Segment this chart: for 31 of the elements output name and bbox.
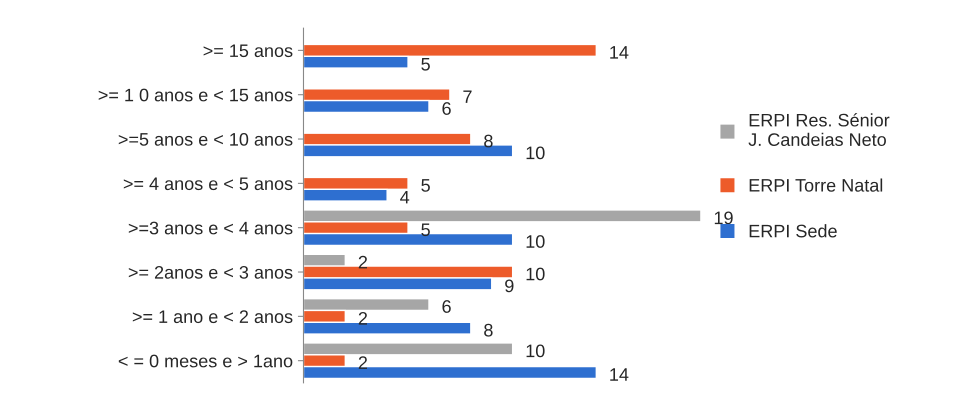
data-label: 10 bbox=[526, 268, 545, 280]
data-label: 14 bbox=[610, 368, 628, 381]
data-label: 8 bbox=[484, 134, 493, 148]
y-tick-label: >= 4 anos e < 5 anos bbox=[124, 177, 292, 190]
data-label: 6 bbox=[442, 300, 451, 313]
data-label: 10 bbox=[526, 344, 545, 358]
data-label: 9 bbox=[505, 279, 514, 292]
data-label: 14 bbox=[610, 46, 628, 59]
data-label: 4 bbox=[400, 190, 410, 204]
data-label: 10 bbox=[526, 235, 545, 248]
data-label: 10 bbox=[526, 146, 545, 160]
y-tick-label: >= 2anos e < 3 anos bbox=[128, 266, 292, 279]
data-label: 2 bbox=[358, 312, 368, 325]
legend-label: ERPI Res. Sénior J. Candeias Neto bbox=[748, 113, 890, 146]
legend-label: ERPI Torre Natal bbox=[750, 178, 882, 192]
data-label: 19 bbox=[714, 211, 733, 224]
y-tick-label: >= 15 anos bbox=[204, 44, 292, 58]
data-label: 8 bbox=[484, 324, 493, 337]
data-label: 2 bbox=[358, 356, 368, 369]
y-tick-label: >= 1 0 anos e < 15 anos bbox=[98, 88, 292, 102]
data-label: 5 bbox=[421, 58, 430, 71]
data-label: 6 bbox=[442, 102, 451, 115]
data-label: 2 bbox=[358, 256, 368, 268]
y-tick-label: >= 1 ano e < 2 anos bbox=[132, 310, 292, 324]
data-label: 7 bbox=[463, 90, 472, 103]
y-tick-label: >=3 anos e < 4 anos bbox=[128, 222, 292, 234]
data-label: 5 bbox=[421, 179, 430, 192]
legend-label: ERPI Sede bbox=[750, 224, 837, 238]
y-tick-label: >=5 anos e < 10 anos bbox=[118, 132, 292, 146]
data-label: 5 bbox=[421, 223, 430, 236]
y-tick-label: < = 0 meses e > 1ano bbox=[118, 354, 292, 368]
